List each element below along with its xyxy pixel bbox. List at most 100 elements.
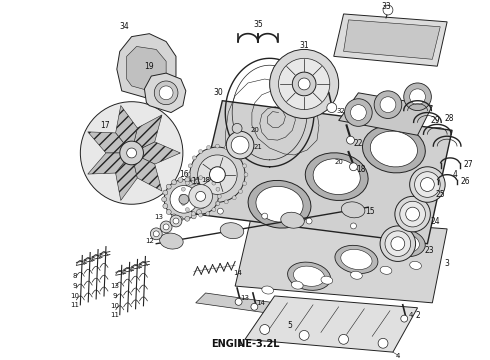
Circle shape <box>346 136 354 144</box>
Circle shape <box>154 81 178 105</box>
Circle shape <box>192 189 196 193</box>
Circle shape <box>170 185 197 213</box>
Circle shape <box>327 103 337 113</box>
Text: 34: 34 <box>120 22 129 31</box>
Circle shape <box>224 200 228 204</box>
Circle shape <box>181 202 185 206</box>
Circle shape <box>162 197 167 202</box>
Circle shape <box>173 218 179 224</box>
Circle shape <box>306 218 312 224</box>
Text: 11: 11 <box>110 312 120 318</box>
Circle shape <box>231 136 249 154</box>
Text: 27: 27 <box>463 160 473 169</box>
Ellipse shape <box>388 233 419 253</box>
Text: 1: 1 <box>238 339 243 348</box>
Circle shape <box>260 324 270 334</box>
Circle shape <box>232 196 236 200</box>
Circle shape <box>404 83 431 111</box>
Circle shape <box>406 207 419 221</box>
Circle shape <box>210 167 225 183</box>
Ellipse shape <box>321 276 333 284</box>
Circle shape <box>278 58 330 109</box>
Circle shape <box>415 172 440 197</box>
Circle shape <box>206 177 210 181</box>
Ellipse shape <box>410 261 421 269</box>
Circle shape <box>120 141 144 165</box>
Text: 22: 22 <box>354 139 363 148</box>
Circle shape <box>420 177 434 192</box>
Text: 5: 5 <box>287 321 292 330</box>
Circle shape <box>395 228 401 234</box>
Circle shape <box>185 208 189 212</box>
Circle shape <box>198 213 202 217</box>
Text: 30: 30 <box>214 88 223 97</box>
Circle shape <box>160 221 172 233</box>
Circle shape <box>192 177 196 181</box>
Circle shape <box>163 190 168 195</box>
Circle shape <box>159 86 173 100</box>
Ellipse shape <box>350 271 362 279</box>
Circle shape <box>349 163 357 171</box>
Circle shape <box>216 201 220 205</box>
Ellipse shape <box>341 249 372 270</box>
Ellipse shape <box>292 281 303 289</box>
Circle shape <box>350 223 356 229</box>
Circle shape <box>378 338 388 348</box>
Circle shape <box>383 5 393 15</box>
Circle shape <box>187 173 191 177</box>
Circle shape <box>251 303 258 310</box>
Circle shape <box>410 167 445 202</box>
Circle shape <box>188 181 192 185</box>
Circle shape <box>172 180 176 185</box>
Circle shape <box>170 215 182 227</box>
Circle shape <box>243 164 246 168</box>
Circle shape <box>212 181 216 185</box>
Circle shape <box>232 149 236 153</box>
Circle shape <box>270 49 339 118</box>
Polygon shape <box>88 132 132 153</box>
Text: 35: 35 <box>253 20 263 29</box>
Text: 11: 11 <box>70 302 79 308</box>
Text: 4: 4 <box>453 170 458 179</box>
Text: 16: 16 <box>179 170 189 179</box>
Text: ENGINE-3.2L: ENGINE-3.2L <box>211 339 279 349</box>
Text: 14: 14 <box>234 270 243 276</box>
Circle shape <box>185 177 190 183</box>
Circle shape <box>190 147 245 202</box>
Circle shape <box>410 89 425 105</box>
Circle shape <box>189 185 213 208</box>
Circle shape <box>196 210 201 215</box>
Circle shape <box>183 179 219 214</box>
Ellipse shape <box>335 246 378 274</box>
Ellipse shape <box>363 125 425 173</box>
Text: 9: 9 <box>72 283 76 289</box>
Circle shape <box>163 204 168 208</box>
Circle shape <box>192 156 196 160</box>
Text: 12: 12 <box>145 238 154 244</box>
Text: 2: 2 <box>415 311 420 320</box>
Circle shape <box>380 36 392 48</box>
Text: 17: 17 <box>100 121 110 130</box>
Ellipse shape <box>294 266 325 286</box>
Circle shape <box>350 105 367 121</box>
Circle shape <box>178 177 183 183</box>
Text: 13: 13 <box>155 214 164 220</box>
Circle shape <box>166 184 171 189</box>
Text: 13: 13 <box>241 295 249 301</box>
Circle shape <box>395 196 430 232</box>
Ellipse shape <box>313 159 360 194</box>
Circle shape <box>218 208 223 214</box>
Circle shape <box>401 315 408 322</box>
Ellipse shape <box>256 186 303 222</box>
Text: 18: 18 <box>357 165 366 174</box>
Text: 11: 11 <box>191 177 200 186</box>
Circle shape <box>185 216 190 221</box>
Text: 31: 31 <box>299 41 309 50</box>
Circle shape <box>218 194 221 198</box>
Polygon shape <box>132 142 180 164</box>
Ellipse shape <box>248 180 311 228</box>
Circle shape <box>200 204 205 208</box>
Circle shape <box>239 189 243 193</box>
Text: 18: 18 <box>201 177 210 183</box>
Circle shape <box>244 173 248 177</box>
